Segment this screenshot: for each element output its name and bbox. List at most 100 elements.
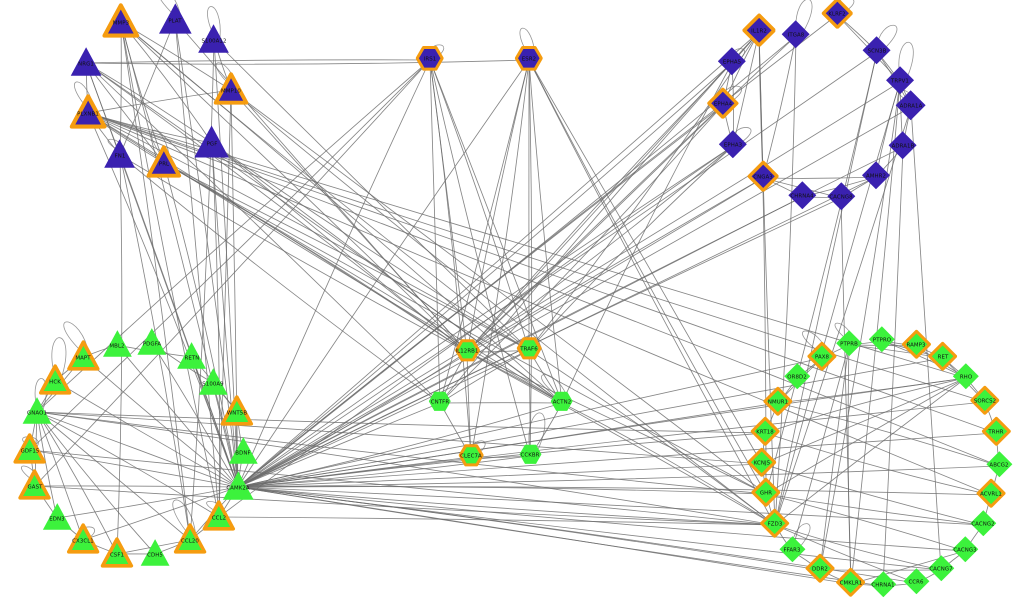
- graph-node-chrna4[interactable]: CHRNA4: [787, 181, 816, 209]
- graph-node-irs1[interactable]: IRS1: [416, 45, 444, 71]
- graph-node-epha5[interactable]: EPHA5: [717, 47, 746, 75]
- graph-edge: [528, 59, 563, 404]
- graph-node-chrna1[interactable]: CHRNA1: [869, 571, 896, 597]
- graph-node-cacng2[interactable]: CACNG2: [970, 510, 996, 536]
- graph-node-klrf2[interactable]: KLRF2: [821, 0, 853, 29]
- graph-node-mbl2[interactable]: MBL2: [102, 329, 132, 357]
- graph-node-trpv1[interactable]: TRPV1: [885, 66, 914, 94]
- graph-node-scn3b[interactable]: SCN3B: [862, 36, 891, 64]
- graph-edge: [439, 31, 760, 404]
- graph-edge: [230, 89, 468, 353]
- graph-node-bdnf[interactable]: BDNF: [228, 436, 258, 464]
- graph-node-gdf15[interactable]: GDF15: [13, 433, 47, 464]
- graph-node-cacng8[interactable]: CACNG8: [827, 182, 855, 210]
- graph-edge: [237, 357, 823, 488]
- graph-node-nmur1[interactable]: NMUR1: [763, 386, 793, 416]
- graph-node-epha4[interactable]: EPHA4: [707, 87, 739, 119]
- graph-node-sorcs2[interactable]: SORCS2: [970, 385, 1000, 415]
- graph-edge: [85, 59, 530, 65]
- graph-node-hck[interactable]: HCK: [38, 364, 72, 395]
- graph-edge: [237, 31, 760, 488]
- graph-node-acvrl1[interactable]: ACVRL1: [976, 478, 1006, 508]
- graph-edge: [466, 31, 760, 353]
- graph-node-or8d2[interactable]: OR8D2: [784, 363, 810, 389]
- graph-node-gnao1[interactable]: GNAO1: [22, 396, 52, 424]
- graph-node-ccr6[interactable]: CCR6: [902, 568, 929, 594]
- triangle-node-icon: [104, 137, 136, 173]
- graph-node-fzd3[interactable]: FZD3: [760, 508, 790, 538]
- graph-edge: [163, 162, 563, 404]
- triangle-node-icon: [13, 431, 47, 469]
- graph-node-prl[interactable]: PRL: [146, 145, 182, 178]
- triangle-node-icon: [146, 143, 182, 183]
- graph-node-itga8[interactable]: ITGA8: [782, 20, 810, 48]
- graph-node-adra1b[interactable]: ADRA1B: [889, 131, 917, 159]
- graph-edge: [466, 351, 767, 495]
- graph-node-ffar3[interactable]: FFAR3: [778, 536, 805, 562]
- triangle-node-icon: [194, 123, 230, 163]
- graph-node-kcnj5[interactable]: KCNJ5: [747, 447, 777, 477]
- graph-edge: [237, 51, 878, 488]
- diamond-node-icon: [717, 47, 746, 79]
- graph-node-krt18[interactable]: KRT18: [750, 416, 780, 446]
- graph-node-csf1[interactable]: CSF1: [100, 537, 134, 568]
- graph-node-plxnb1[interactable]: PLXNB1: [69, 94, 107, 129]
- graph-node-traf6[interactable]: TRAF6: [516, 336, 542, 360]
- graph-node-plat[interactable]: PLAT: [158, 3, 192, 34]
- graph-node-cx3cl1[interactable]: CX3CL1: [66, 523, 100, 554]
- graph-node-edn3[interactable]: EDN3: [42, 502, 72, 530]
- graph-node-ccl20[interactable]: CCL20: [173, 523, 207, 554]
- graph-node-mapt[interactable]: MAPT: [66, 340, 100, 371]
- graph-edge: [85, 62, 468, 353]
- graph-edge: [761, 377, 967, 465]
- graph-node-cdh5[interactable]: CDH5: [140, 538, 170, 566]
- graph-node-cckbr[interactable]: CCKBR: [518, 444, 541, 464]
- graph-node-s100a9[interactable]: S100A9: [198, 367, 228, 395]
- graph-node-ramp3[interactable]: RAMP3: [901, 329, 931, 359]
- graph-node-ptpro[interactable]: PTPRO: [868, 326, 895, 352]
- graph-node-clec7a[interactable]: CLEC7A: [458, 443, 484, 467]
- graph-node-pax8[interactable]: PAX8: [807, 341, 837, 371]
- graph-node-ptprb[interactable]: PTPRB: [836, 330, 862, 356]
- graph-node-cntfr[interactable]: CNTFR: [429, 391, 451, 411]
- graph-node-cmklr1[interactable]: CMKLR1: [836, 567, 866, 597]
- graph-node-cacng3[interactable]: CACNG3: [952, 536, 978, 562]
- graph-node-pdgfa[interactable]: PDGFA: [137, 327, 167, 355]
- graph-node-retn[interactable]: RETN: [177, 341, 207, 369]
- graph-node-ret[interactable]: RET: [928, 341, 958, 371]
- graph-edge: [237, 377, 967, 488]
- graph-node-abcg2[interactable]: ABCG2: [985, 451, 1012, 477]
- graph-node-ghr[interactable]: GHR: [751, 477, 781, 507]
- graph-node-amhr2[interactable]: AMHR2: [861, 161, 890, 189]
- graph-node-gast[interactable]: GAST: [18, 469, 52, 500]
- graph-node-pgf[interactable]: PGF: [194, 125, 230, 158]
- graph-self-loop: [51, 337, 67, 380]
- graph-node-wnt5b[interactable]: WNT5B: [220, 395, 254, 426]
- graph-node-rho[interactable]: RHO: [953, 363, 979, 389]
- graph-node-ccl2[interactable]: CCL2: [202, 500, 236, 531]
- graph-node-s100a12[interactable]: S100A12: [198, 23, 230, 53]
- graph-node-nrg1[interactable]: NRG1: [70, 46, 102, 76]
- graph-node-cacng7[interactable]: CACNG7: [928, 555, 954, 581]
- diamond-node-icon: [787, 181, 816, 213]
- graph-node-actn2[interactable]: ACTN2: [551, 391, 573, 411]
- graph-node-camk2a[interactable]: CAMK2A: [222, 470, 254, 500]
- graph-node-fn1[interactable]: FN1: [104, 138, 136, 168]
- graph-edge: [237, 486, 942, 571]
- graph-edge: [218, 89, 232, 518]
- triangle-node-icon: [177, 340, 207, 374]
- graph-node-epha3[interactable]: EPHA3: [718, 130, 747, 158]
- graph-node-trhr[interactable]: TRHR: [981, 416, 1011, 446]
- graph-node-il1r2[interactable]: IL1R2: [742, 13, 776, 47]
- graph-node-il12rb1[interactable]: IL12RB1: [454, 338, 480, 362]
- graph-node-ddr2[interactable]: DDR2: [805, 553, 835, 583]
- graph-node-mmp3[interactable]: MMP3: [102, 3, 140, 38]
- graph-node-adra1a[interactable]: ADRA1A: [896, 90, 926, 120]
- graph-edge: [87, 89, 232, 114]
- graph-node-esr2[interactable]: ESR2: [515, 45, 543, 71]
- graph-node-mmp10[interactable]: MMP10: [213, 72, 249, 105]
- triangle-node-icon: [202, 498, 236, 536]
- graph-edge: [466, 59, 530, 353]
- graph-node-cnga3[interactable]: CNGA3: [747, 160, 779, 192]
